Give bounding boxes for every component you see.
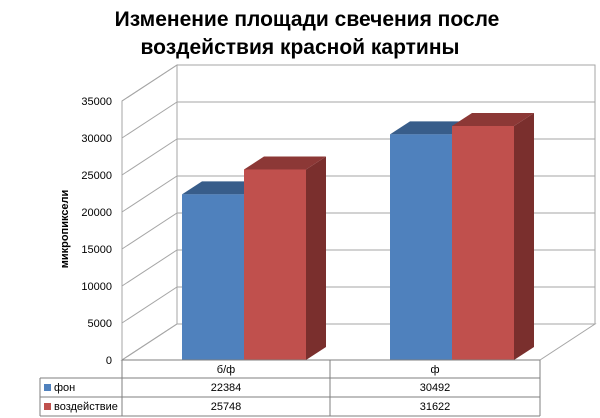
- data-table-value: 25748: [211, 401, 242, 413]
- bars: [182, 112, 534, 361]
- y-tick-label: 10000: [81, 281, 112, 293]
- bar-top: [452, 112, 534, 126]
- side-wall: [121, 64, 178, 361]
- y-tick-label: 0: [106, 355, 112, 367]
- x-category-label: ф: [430, 364, 439, 376]
- legend-label: фон: [54, 382, 75, 394]
- bar: [452, 112, 534, 361]
- data-table-value: 31622: [420, 401, 451, 413]
- chart-title-line-2: воздействия красной картины: [141, 36, 460, 59]
- y-tick-label: 25000: [81, 170, 112, 182]
- y-tick-label: 35000: [81, 96, 112, 108]
- bar-top: [244, 156, 326, 170]
- bar-top: [390, 121, 472, 135]
- y-axis-ticks: 0 5000 10000 15000 20000 25000 30000 35000: [81, 96, 112, 367]
- y-tick-label: 20000: [81, 207, 112, 219]
- bar-front: [390, 134, 452, 360]
- data-table: б/ф ф фон 22384 30492 воздействие 25748 31622: [39, 359, 541, 417]
- data-table-value: 30492: [420, 382, 451, 394]
- bar: [244, 156, 326, 360]
- chart-title-line-1: Изменение площади свечения после: [115, 8, 500, 31]
- y-axis-label: микропиксели: [59, 190, 71, 269]
- data-table-value: 22384: [211, 382, 242, 394]
- y-tick-label: 30000: [81, 133, 112, 145]
- bar-front: [452, 125, 514, 361]
- bar-front: [182, 194, 244, 360]
- gridline: [121, 101, 595, 139]
- y-tick-label: 5000: [88, 318, 112, 330]
- legend-swatch: [44, 403, 51, 410]
- legend-label: воздействие: [54, 401, 118, 413]
- x-category-label: б/ф: [217, 364, 235, 376]
- bar-side: [514, 112, 534, 361]
- gridline: [121, 64, 595, 102]
- legend-swatch: [44, 384, 51, 391]
- y-tick-label: 15000: [81, 244, 112, 256]
- bar-front: [244, 169, 306, 360]
- bar-side: [306, 156, 326, 360]
- bar-top: [182, 181, 264, 195]
